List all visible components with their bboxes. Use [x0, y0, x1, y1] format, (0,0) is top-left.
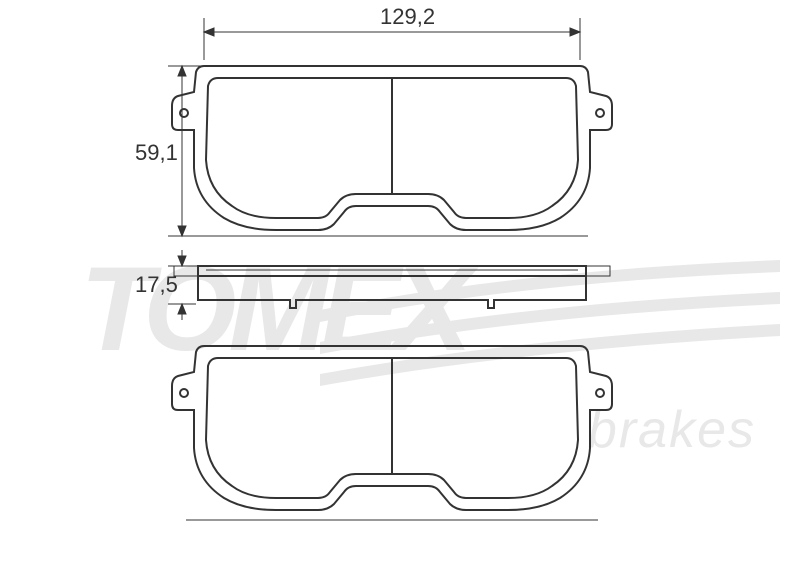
brake-pad-bottom: [172, 346, 612, 510]
dim-width-group: [204, 18, 580, 60]
technical-drawing: [0, 0, 786, 583]
brake-pad-side: [174, 266, 610, 308]
dim-thick-group: [168, 250, 196, 320]
dim-height-group: [168, 66, 588, 236]
brake-pad-top: [172, 66, 612, 230]
